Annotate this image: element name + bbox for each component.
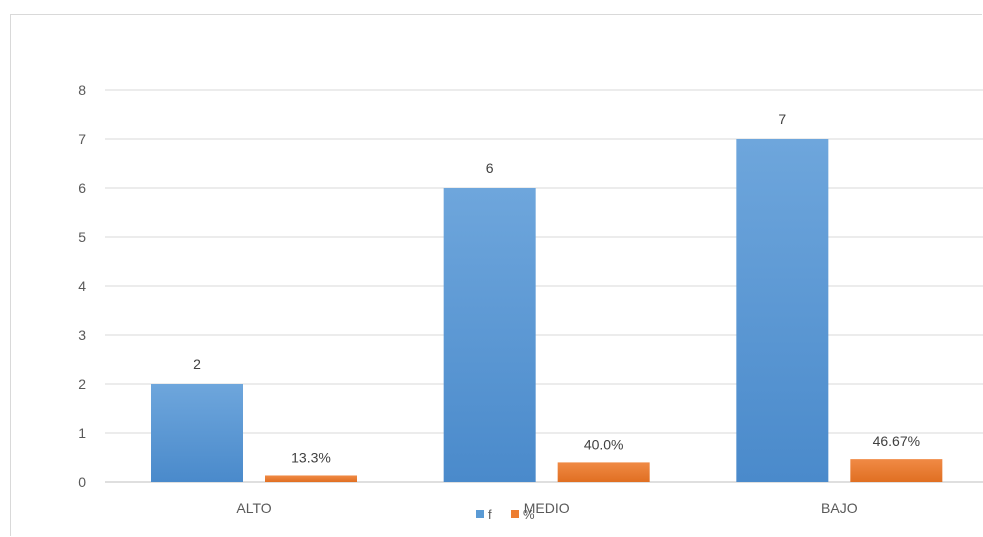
data-label: 6 [486,160,494,176]
data-label: 40.0% [584,436,624,452]
bar-pct-alto [265,475,357,482]
legend-label: f [488,507,492,522]
category-label: MEDIO [524,500,570,516]
data-label: 13.3% [291,449,331,465]
bar-f-bajo [736,139,829,482]
data-labels: 2 13.3% 6 40.0% 7 46.67% [193,111,920,465]
y-tick-label: 3 [78,327,86,343]
gridlines [105,89,983,483]
y-tick-label: 1 [78,425,86,441]
legend-label: % [523,507,535,522]
y-tick-label: 6 [78,180,86,196]
data-label: 2 [193,356,201,372]
y-tick-label: 8 [78,82,86,98]
y-tick-label: 2 [78,376,86,392]
bar-pct-medio [557,462,650,482]
bar-f-medio [443,188,536,482]
chart-frame [10,14,982,536]
category-label: BAJO [821,500,858,516]
y-axis-ticks: 0 1 2 3 4 5 6 7 8 [78,82,86,490]
category-label: ALTO [236,500,271,516]
legend-swatch [511,510,519,518]
bar-pct-bajo [850,459,943,482]
y-tick-label: 4 [78,278,86,294]
y-tick-label: 0 [78,474,86,490]
category-labels: ALTO MEDIO BAJO [236,500,857,516]
data-label: 7 [778,111,786,127]
legend-swatch [476,510,484,518]
bar-f-alto [151,384,243,482]
y-tick-label: 5 [78,229,86,245]
legend: f% [476,507,535,522]
y-tick-label: 7 [78,131,86,147]
data-label: 46.67% [873,433,920,449]
bars [151,139,943,482]
